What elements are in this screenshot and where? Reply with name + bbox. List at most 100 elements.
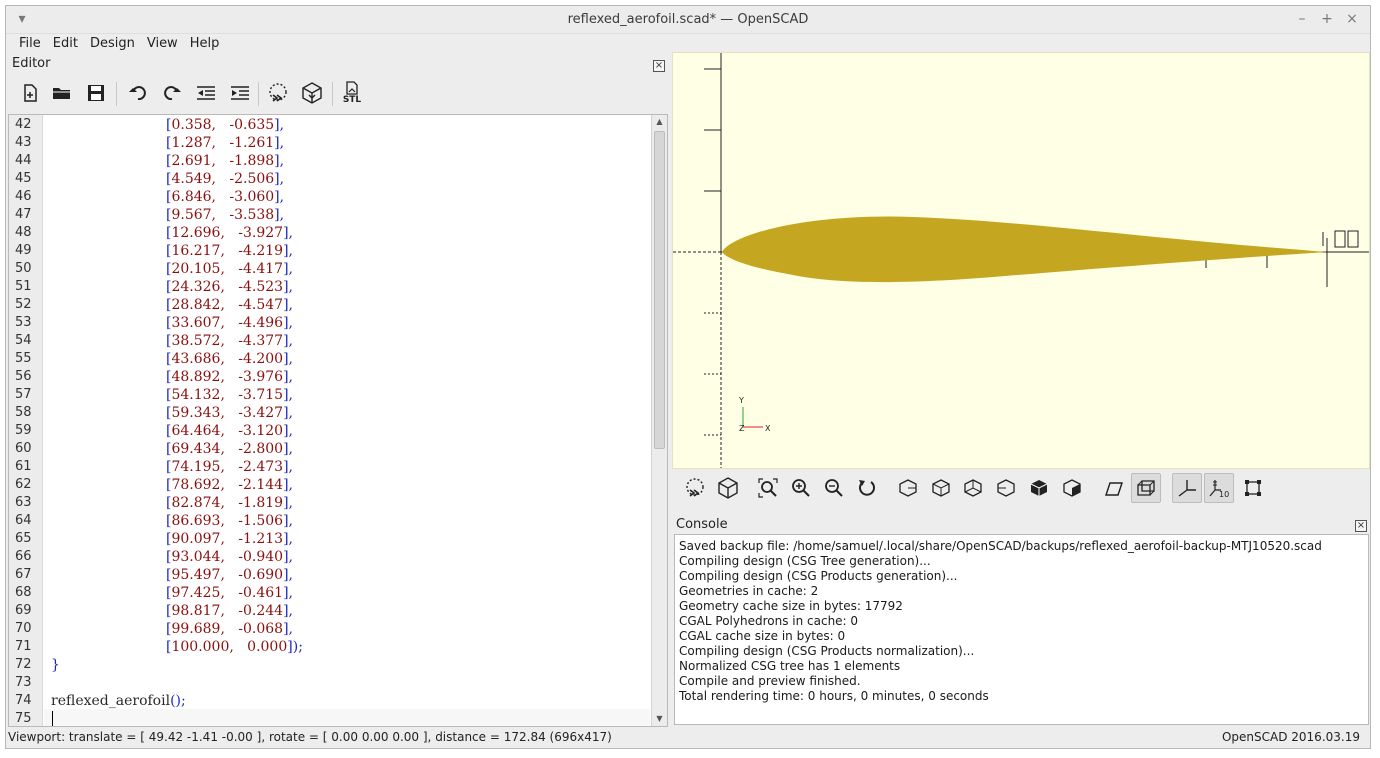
open-file-icon[interactable]	[48, 76, 76, 110]
zoom-out-icon[interactable]	[819, 473, 849, 503]
line-number: 56	[15, 369, 32, 384]
redo-icon[interactable]	[158, 76, 186, 110]
console-line: Normalized CSG tree has 1 elements	[679, 659, 901, 673]
save-file-icon[interactable]	[82, 76, 110, 110]
menu-file[interactable]: File	[19, 36, 41, 51]
code-line: [48.892, -3.976],	[166, 369, 293, 385]
new-file-icon[interactable]	[16, 76, 44, 110]
zoom-in-icon[interactable]	[786, 473, 816, 503]
line-number: 60	[15, 441, 32, 456]
code-line: [28.842, -4.547],	[166, 297, 293, 313]
show-axes-icon[interactable]	[1172, 473, 1202, 503]
view-top-icon[interactable]	[926, 473, 956, 503]
reset-view-icon[interactable]	[852, 473, 882, 503]
code-line: [24.326, -4.523],	[166, 279, 293, 295]
line-number: 75	[15, 711, 32, 726]
view-all-icon[interactable]	[753, 473, 783, 503]
title-bar: ▾ reflexed_aerofoil.scad* — OpenSCAD – +…	[6, 6, 1370, 34]
coordinate-x: 33.607,	[171, 315, 225, 331]
coordinate-x: 90.097,	[171, 531, 225, 547]
line-number: 74	[15, 693, 32, 708]
coordinate-x: 78.692,	[171, 477, 225, 493]
maximize-icon[interactable]: +	[1321, 11, 1333, 27]
orthogonal-icon[interactable]	[1131, 473, 1161, 503]
console-output[interactable]: Saved backup file: /home/samuel/.local/s…	[674, 534, 1369, 725]
line-number: 64	[15, 513, 32, 528]
perspective-icon[interactable]	[1099, 473, 1129, 503]
code-line: [86.693, -1.506],	[166, 513, 293, 529]
closing-brackets: ]);	[287, 639, 303, 655]
render-icon[interactable]	[298, 76, 326, 110]
stl-label: STL	[342, 95, 362, 105]
render-icon[interactable]	[713, 473, 743, 503]
undo-icon[interactable]	[124, 76, 152, 110]
code-line: [43.686, -4.200],	[166, 351, 293, 367]
menu-edit[interactable]: Edit	[52, 36, 78, 51]
editor-panel: Editor ×	[6, 54, 671, 727]
scrollbar-thumb[interactable]	[654, 131, 665, 449]
code-line: [1.287, -1.261],	[166, 135, 285, 151]
coordinate-y: -1.213	[238, 531, 284, 547]
code-editor[interactable]: 42 43 44 45 46 47 48 49 50 51 52 53 54 55 56 57 58 59 60 61…	[8, 114, 668, 727]
axis-z-label: Z	[739, 424, 745, 433]
export-stl-icon[interactable]: STL	[338, 76, 366, 110]
console-line: Compiling design (CSG Tree generation)..…	[679, 554, 931, 568]
line-number: 46	[15, 189, 32, 204]
view-front-icon[interactable]	[1024, 473, 1054, 503]
coordinate-y: -1.506	[238, 513, 284, 529]
show-edges-icon[interactable]	[1238, 473, 1268, 503]
code-line: [93.044, -0.940],	[166, 549, 293, 565]
minimize-icon[interactable]: –	[1298, 11, 1306, 27]
close-icon[interactable]: ×	[1355, 520, 1367, 532]
line-number: 52	[15, 297, 32, 312]
view-bottom-icon[interactable]	[958, 473, 988, 503]
line-number: 51	[15, 279, 32, 294]
scroll-up-icon[interactable]: ▲	[656, 117, 663, 126]
line-number: 45	[15, 171, 32, 186]
line-number: 67	[15, 567, 32, 582]
indent-icon[interactable]	[226, 76, 254, 110]
coordinate-x: 48.892,	[171, 369, 225, 385]
line-number: 42	[15, 117, 32, 132]
close-icon[interactable]: ×	[653, 60, 665, 72]
show-scale-markers-icon[interactable]: 10	[1204, 473, 1234, 503]
scroll-down-icon[interactable]: ▼	[656, 714, 663, 723]
current-line-highlight	[44, 709, 650, 726]
line-number: 65	[15, 531, 32, 546]
coordinate-x: 20.105,	[171, 261, 225, 277]
coordinate-x: 69.434,	[171, 441, 225, 457]
line-number: 63	[15, 495, 32, 510]
preview-icon[interactable]	[264, 76, 292, 110]
close-icon[interactable]: ×	[1346, 11, 1358, 27]
3d-viewport[interactable]: Y Z X	[672, 52, 1370, 469]
chevron-down-icon[interactable]: ▾	[18, 11, 26, 27]
console-line: Geometry cache size in bytes: 17792	[679, 599, 903, 613]
menu-view[interactable]: View	[146, 36, 178, 51]
coordinate-x: 100.000,	[171, 639, 234, 655]
coordinate-x: 6.846,	[171, 189, 216, 205]
menu-help[interactable]: Help	[189, 36, 220, 51]
axis-x-label: X	[765, 424, 771, 433]
editor-scrollbar[interactable]: ▲ ▼	[651, 115, 667, 726]
code-line: [95.497, -0.690],	[166, 567, 293, 583]
coordinate-y: -3.927	[238, 225, 284, 241]
code-line: [97.425, -0.461],	[166, 585, 293, 601]
coordinate-x: 59.343,	[171, 405, 225, 421]
coordinate-y: -1.898	[229, 153, 275, 169]
view-right-icon[interactable]	[893, 473, 923, 503]
unindent-icon[interactable]	[192, 76, 220, 110]
coordinate-x: 9.567,	[171, 207, 216, 223]
viewport-canvas: Y Z X	[673, 53, 1369, 468]
view-back-icon[interactable]	[1057, 473, 1087, 503]
line-number: 48	[15, 225, 32, 240]
view-left-icon[interactable]	[991, 473, 1021, 503]
line-number: 49	[15, 243, 32, 258]
version-label: OpenSCAD 2016.03.19	[1221, 730, 1360, 744]
line-number: 72	[15, 657, 32, 672]
code-line: [20.105, -4.417],	[166, 261, 293, 277]
coordinate-x: 16.217,	[171, 243, 225, 259]
function-name: reflexed_aerofoil	[51, 693, 171, 709]
preview-icon[interactable]	[680, 473, 710, 503]
menu-design[interactable]: Design	[89, 36, 135, 51]
editor-title: Editor	[12, 56, 51, 71]
